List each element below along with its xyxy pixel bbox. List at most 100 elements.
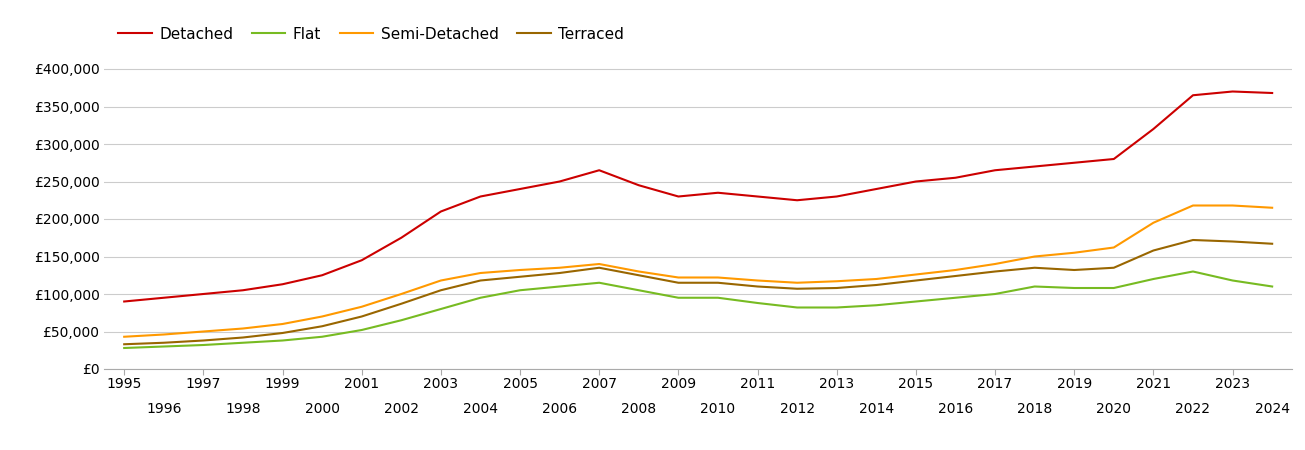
Terraced: [155, 340, 171, 346]
Semi-Detached: [116, 334, 132, 339]
Flat: [1066, 285, 1082, 291]
Detached: [1066, 160, 1082, 166]
Detached: [512, 186, 527, 192]
Line: Detached: Detached: [124, 91, 1272, 302]
Detached: [1105, 156, 1121, 162]
Semi-Detached: [1224, 203, 1240, 208]
Detached: [1185, 93, 1201, 98]
Flat: [908, 299, 924, 304]
Flat: [1185, 269, 1201, 274]
Flat: [235, 340, 251, 346]
Terraced: [671, 280, 686, 285]
Flat: [315, 334, 330, 339]
Semi-Detached: [591, 261, 607, 267]
Flat: [552, 284, 568, 289]
Detached: [433, 209, 449, 214]
Terraced: [354, 314, 369, 319]
Terraced: [275, 330, 291, 336]
Terraced: [393, 301, 408, 306]
Terraced: [315, 324, 330, 329]
Semi-Detached: [1146, 220, 1161, 225]
Detached: [749, 194, 765, 199]
Detached: [235, 288, 251, 293]
Text: 2004: 2004: [463, 402, 499, 416]
Flat: [433, 306, 449, 312]
Detached: [908, 179, 924, 184]
Semi-Detached: [632, 269, 647, 274]
Legend: Detached, Flat, Semi-Detached, Terraced: Detached, Flat, Semi-Detached, Terraced: [112, 21, 630, 48]
Terraced: [552, 270, 568, 276]
Detached: [988, 167, 1004, 173]
Detached: [393, 235, 408, 240]
Detached: [790, 198, 805, 203]
Semi-Detached: [988, 261, 1004, 267]
Flat: [512, 288, 527, 293]
Terraced: [433, 288, 449, 293]
Flat: [275, 338, 291, 343]
Flat: [790, 305, 805, 310]
Terraced: [790, 286, 805, 292]
Flat: [116, 345, 132, 351]
Text: 2000: 2000: [304, 402, 339, 416]
Flat: [472, 295, 488, 301]
Text: 2006: 2006: [542, 402, 577, 416]
Text: 2024: 2024: [1254, 402, 1289, 416]
Text: 2002: 2002: [384, 402, 419, 416]
Flat: [988, 291, 1004, 297]
Line: Flat: Flat: [124, 271, 1272, 348]
Terraced: [1146, 248, 1161, 253]
Semi-Detached: [433, 278, 449, 283]
Flat: [947, 295, 963, 301]
Detached: [947, 175, 963, 180]
Detached: [1265, 90, 1280, 96]
Detached: [472, 194, 488, 199]
Text: 1996: 1996: [146, 402, 181, 416]
Terraced: [632, 273, 647, 278]
Terraced: [710, 280, 726, 285]
Flat: [1146, 276, 1161, 282]
Text: 2008: 2008: [621, 402, 656, 416]
Text: 2022: 2022: [1176, 402, 1211, 416]
Terraced: [512, 274, 527, 279]
Text: 2020: 2020: [1096, 402, 1131, 416]
Flat: [749, 300, 765, 306]
Detached: [552, 179, 568, 184]
Flat: [1105, 285, 1121, 291]
Semi-Detached: [908, 272, 924, 277]
Text: 2018: 2018: [1017, 402, 1052, 416]
Semi-Detached: [1027, 254, 1043, 259]
Semi-Detached: [710, 275, 726, 280]
Text: 2016: 2016: [938, 402, 974, 416]
Detached: [1146, 126, 1161, 132]
Flat: [710, 295, 726, 301]
Flat: [632, 288, 647, 293]
Semi-Detached: [354, 304, 369, 310]
Semi-Detached: [1265, 205, 1280, 211]
Terraced: [908, 278, 924, 283]
Detached: [275, 282, 291, 287]
Terraced: [829, 285, 844, 291]
Detached: [155, 295, 171, 301]
Text: 2010: 2010: [701, 402, 736, 416]
Detached: [868, 186, 883, 192]
Terraced: [196, 338, 211, 343]
Flat: [829, 305, 844, 310]
Detached: [354, 257, 369, 263]
Semi-Detached: [315, 314, 330, 319]
Line: Semi-Detached: Semi-Detached: [124, 206, 1272, 337]
Terraced: [235, 335, 251, 340]
Terraced: [1265, 241, 1280, 247]
Semi-Detached: [155, 332, 171, 337]
Detached: [116, 299, 132, 304]
Detached: [315, 273, 330, 278]
Semi-Detached: [275, 321, 291, 327]
Terraced: [988, 269, 1004, 274]
Semi-Detached: [829, 279, 844, 284]
Flat: [196, 342, 211, 348]
Flat: [354, 327, 369, 333]
Terraced: [472, 278, 488, 283]
Detached: [1224, 89, 1240, 94]
Terraced: [1066, 267, 1082, 273]
Detached: [829, 194, 844, 199]
Terraced: [1185, 237, 1201, 243]
